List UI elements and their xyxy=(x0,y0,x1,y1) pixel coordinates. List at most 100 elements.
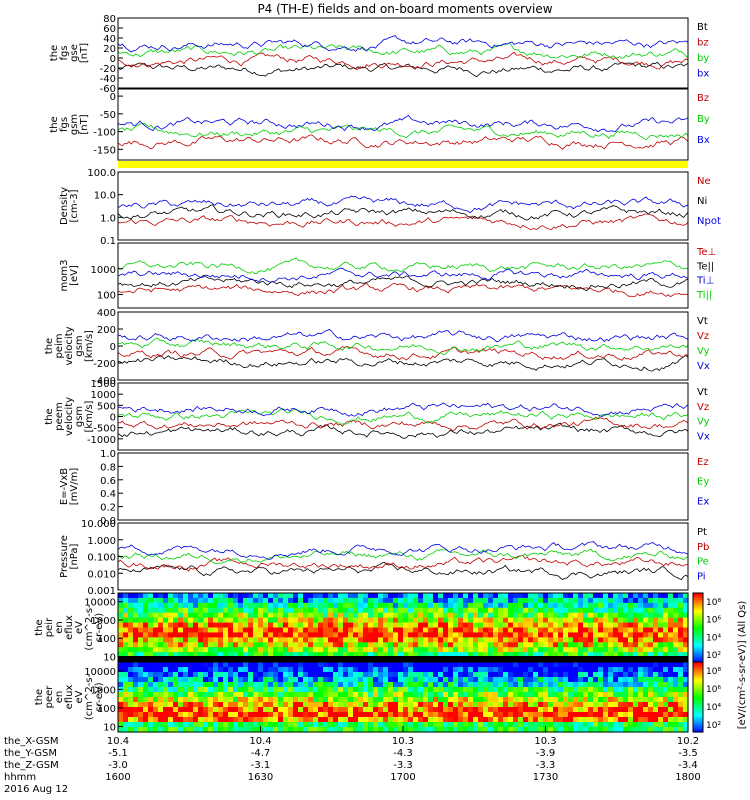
heatmap-cell xyxy=(553,652,559,658)
heatmap-cell xyxy=(133,622,139,629)
heatmap-cell xyxy=(383,607,389,614)
heatmap-cell xyxy=(518,647,524,653)
heatmap-cell xyxy=(533,617,539,624)
heatmap-cell xyxy=(488,652,494,658)
heatmap-cell xyxy=(513,612,519,619)
heatmap-cell xyxy=(343,627,349,634)
heatmap-cell xyxy=(268,707,274,713)
heatmap-cell xyxy=(473,707,479,713)
heatmap-cell xyxy=(293,677,299,683)
heatmap-cell xyxy=(118,667,124,673)
heatmap-cell xyxy=(313,627,319,634)
heatmap-cell xyxy=(443,627,449,634)
heatmap-cell xyxy=(513,593,519,599)
heatmap-cell xyxy=(473,622,479,629)
heatmap-cell xyxy=(458,627,464,634)
heatmap-cell xyxy=(648,607,654,614)
heatmap-cell xyxy=(613,692,619,698)
heatmap-cell xyxy=(168,602,174,609)
heatmap-cell xyxy=(628,717,634,723)
heatmap-cell xyxy=(228,682,234,688)
heatmap-cell xyxy=(418,642,424,648)
heatmap-cell xyxy=(528,687,534,693)
heatmap-cell xyxy=(633,662,639,668)
heatmap-cell xyxy=(438,722,444,728)
heatmap-cell xyxy=(603,652,609,658)
heatmap-cell xyxy=(278,707,284,713)
heatmap-cell xyxy=(593,712,599,718)
heatmap-cell xyxy=(218,602,224,609)
heatmap-cell xyxy=(483,687,489,693)
heatmap-cell xyxy=(513,682,519,688)
heatmap-cell xyxy=(473,647,479,653)
heatmap-cell xyxy=(253,612,259,619)
heatmap-cell xyxy=(343,692,349,698)
heatmap-cell xyxy=(583,707,589,713)
heatmap-cell xyxy=(423,642,429,648)
heatmap-cell xyxy=(343,687,349,693)
y-tick-label: 40 xyxy=(103,34,116,45)
heatmap-cell xyxy=(523,642,529,648)
heatmap-cell xyxy=(503,642,509,648)
heatmap-cell xyxy=(273,722,279,728)
heatmap-cell xyxy=(313,722,319,728)
heatmap-cell xyxy=(628,672,634,678)
heatmap-cell xyxy=(543,667,549,673)
heatmap-cell xyxy=(468,707,474,713)
heatmap-cell xyxy=(503,697,509,703)
heatmap-cell xyxy=(378,697,384,703)
heatmap-cell xyxy=(543,652,549,658)
heatmap-cell xyxy=(493,712,499,718)
heatmap-cell xyxy=(223,617,229,624)
heatmap-cell xyxy=(433,722,439,728)
heatmap-cell xyxy=(328,697,334,703)
heatmap-cell xyxy=(358,652,364,658)
heatmap-cell xyxy=(298,593,304,599)
heatmap-cell xyxy=(573,593,579,599)
heatmap-cell xyxy=(158,622,164,629)
heatmap-cell xyxy=(298,692,304,698)
heatmap-cell xyxy=(343,593,349,599)
heatmap-cell xyxy=(618,662,624,668)
heatmap-cell xyxy=(658,667,664,673)
legend-peem-velocity-1: Vz xyxy=(697,402,709,413)
heatmap-cell xyxy=(323,667,329,673)
heatmap-cell xyxy=(483,727,489,733)
heatmap-cell xyxy=(438,677,444,683)
heatmap-cell xyxy=(303,692,309,698)
heatmap-cell xyxy=(178,677,184,683)
heatmap-cell xyxy=(553,722,559,728)
heatmap-cell xyxy=(658,622,664,629)
heatmap-cell xyxy=(463,652,469,658)
heatmap-cell xyxy=(633,667,639,673)
heatmap-cell xyxy=(378,672,384,678)
heatmap-cell xyxy=(398,632,404,638)
heatmap-cell xyxy=(213,642,219,648)
heatmap-cell xyxy=(188,642,194,648)
heatmap-cell xyxy=(628,622,634,629)
heatmap-cell xyxy=(678,622,684,629)
heatmap-cell xyxy=(188,632,194,638)
heatmap-cell xyxy=(483,682,489,688)
heatmap-cell xyxy=(663,702,669,708)
heatmap-cell xyxy=(418,697,424,703)
heatmap-cell xyxy=(273,677,279,683)
heatmap-cell xyxy=(508,692,514,698)
heatmap-cell xyxy=(388,727,394,733)
heatmap-cell xyxy=(623,593,629,599)
heatmap-cell xyxy=(208,717,214,723)
heatmap-cell xyxy=(448,727,454,733)
x-row-label: the_X-GSM xyxy=(4,736,58,747)
heatmap-cell xyxy=(218,632,224,638)
y-tick-label: 0 xyxy=(110,54,116,65)
heatmap-cell xyxy=(588,632,594,638)
heatmap-cell xyxy=(163,682,169,688)
heatmap-cell xyxy=(463,602,469,609)
heatmap-cell xyxy=(423,717,429,723)
heatmap-cell xyxy=(198,677,204,683)
heatmap-cell xyxy=(288,692,294,698)
heatmap-cell xyxy=(123,617,129,624)
heatmap-cell xyxy=(158,647,164,653)
heatmap-cell xyxy=(208,617,214,624)
heatmap-cell xyxy=(188,662,194,668)
